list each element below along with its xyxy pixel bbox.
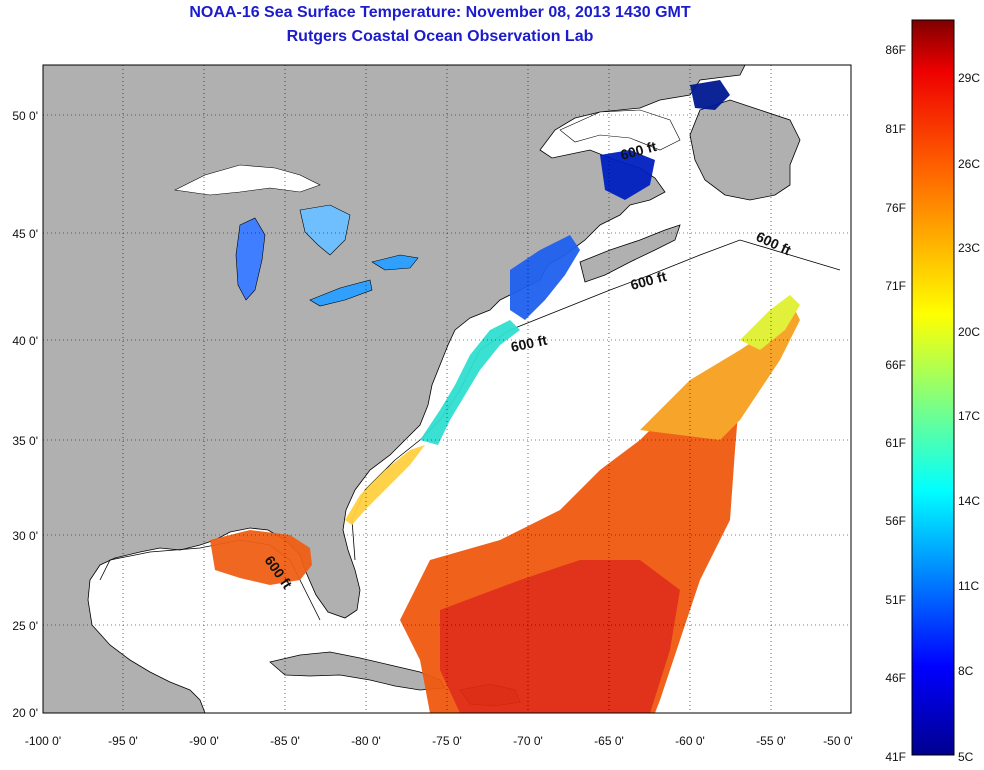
cb-f-tick: 81F	[885, 122, 906, 136]
sst-hot-region	[440, 560, 680, 713]
lon-tick: -90 0'	[189, 734, 219, 748]
sst-yellow-band	[740, 295, 800, 350]
sst-labrador	[690, 80, 730, 110]
land-newfoundland	[689, 99, 801, 201]
lon-axis: -100 0' -95 0' -90 0' -85 0' -80 0' -75 …	[25, 734, 853, 748]
lake-superior	[174, 164, 321, 196]
land-nova-scotia	[579, 224, 681, 283]
map-title: NOAA-16 Sea Surface Temperature: Novembe…	[189, 4, 691, 21]
lon-tick: -55 0'	[756, 734, 786, 748]
lat-tick: 30 0'	[12, 529, 38, 543]
lon-tick: -95 0'	[108, 734, 138, 748]
contour-label-4: 600 ft	[509, 332, 548, 355]
cb-c-tick: 5C	[958, 750, 974, 764]
cb-f-tick: 41F	[885, 750, 906, 764]
cb-f-tick: 76F	[885, 201, 906, 215]
sst-gulf-of-maine	[600, 150, 655, 200]
lon-tick: -85 0'	[270, 734, 300, 748]
lon-tick: -70 0'	[513, 734, 543, 748]
cb-c-tick: 20C	[958, 325, 980, 339]
lat-tick: 25 0'	[12, 619, 38, 633]
lake-ontario	[371, 254, 419, 271]
cb-f-tick: 61F	[885, 436, 906, 450]
lake-erie	[309, 279, 373, 307]
lon-tick: -50 0'	[823, 734, 853, 748]
sst-coastal-south	[345, 445, 425, 525]
graticule	[43, 65, 851, 713]
sst-coastal-band	[420, 320, 520, 445]
lat-tick: 50 0'	[12, 109, 38, 123]
sst-gulf-patch	[210, 530, 312, 585]
cb-c-tick: 14C	[958, 494, 980, 508]
cb-f-tick: 46F	[885, 671, 906, 685]
lon-tick: -100 0'	[25, 734, 61, 748]
lon-tick: -80 0'	[351, 734, 381, 748]
lon-tick: -60 0'	[675, 734, 705, 748]
map-subtitle: Rutgers Coastal Ocean Observation Lab	[286, 28, 594, 45]
sst-orange-band	[640, 300, 800, 440]
lake-michigan	[235, 217, 266, 301]
cb-c-tick: 29C	[958, 71, 980, 85]
cb-c-tick: 26C	[958, 157, 980, 171]
sst-northeast-cold	[510, 235, 580, 320]
cb-c-tick: 23C	[958, 241, 980, 255]
cb-f-tick: 66F	[885, 358, 906, 372]
colorbar: 86F 81F 76F 71F 66F 61F 56F 51F 46F 41F …	[885, 19, 980, 764]
lat-axis: 50 0' 45 0' 40 0' 35 0' 30 0' 25 0' 20 0…	[12, 109, 38, 720]
cb-f-tick: 56F	[885, 514, 906, 528]
cb-f-tick: 51F	[885, 593, 906, 607]
lake-huron	[299, 204, 351, 256]
cb-c-tick: 11C	[958, 579, 979, 593]
gulf-st-lawrence	[559, 109, 681, 151]
cb-c-tick: 8C	[958, 664, 974, 678]
lon-tick: -65 0'	[594, 734, 624, 748]
cb-f-tick: 71F	[885, 279, 906, 293]
lon-tick: -75 0'	[432, 734, 462, 748]
lat-tick: 45 0'	[12, 227, 38, 241]
lat-tick: 35 0'	[12, 434, 38, 448]
cb-f-tick: 86F	[885, 43, 906, 57]
lat-tick: 40 0'	[12, 334, 38, 348]
sst-data	[210, 80, 800, 713]
cb-c-tick: 17C	[958, 409, 980, 423]
land-north-america	[43, 65, 746, 713]
lat-tick: 20 0'	[12, 706, 38, 720]
